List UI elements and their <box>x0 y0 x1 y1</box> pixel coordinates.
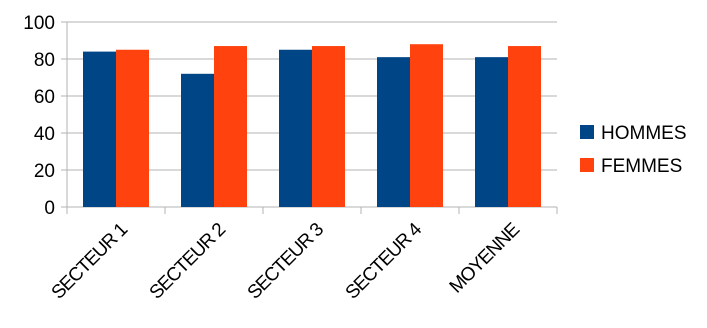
x-category-label: MOYENNE <box>446 219 524 297</box>
axes <box>61 21 558 214</box>
legend: HOMMES FEMMES <box>580 123 687 177</box>
bar-hommes-1 <box>83 51 116 207</box>
x-category-label: SECTEUR 3 <box>244 219 328 303</box>
bar-hommes-2 <box>181 73 214 207</box>
x-category-label: SECTEUR 1 <box>48 219 132 303</box>
bars <box>83 44 541 208</box>
bar-femmes-4 <box>410 44 443 208</box>
y-tick-label: 40 <box>34 124 55 145</box>
bar-femmes-5 <box>508 46 541 207</box>
bar-hommes-3 <box>279 49 312 207</box>
y-tick-label: 0 <box>44 198 55 219</box>
x-category-label: SECTEUR 4 <box>342 219 427 304</box>
x-category-label: SECTEUR 2 <box>146 219 230 303</box>
legend-label-femmes: FEMMES <box>601 156 682 177</box>
bar-hommes-4 <box>377 57 410 208</box>
bar-hommes-5 <box>475 57 508 208</box>
legend-swatch-femmes <box>580 158 594 172</box>
y-tick-label: 60 <box>34 87 55 108</box>
y-tick-label: 100 <box>23 13 55 34</box>
legend-label-hommes: HOMMES <box>601 123 687 144</box>
bar-femmes-1 <box>116 49 149 207</box>
y-tick-label: 20 <box>34 161 55 182</box>
bar-femmes-2 <box>214 46 247 207</box>
legend-swatch-hommes <box>580 125 594 139</box>
y-tick-label: 80 <box>34 50 55 71</box>
bar-femmes-3 <box>312 46 345 207</box>
